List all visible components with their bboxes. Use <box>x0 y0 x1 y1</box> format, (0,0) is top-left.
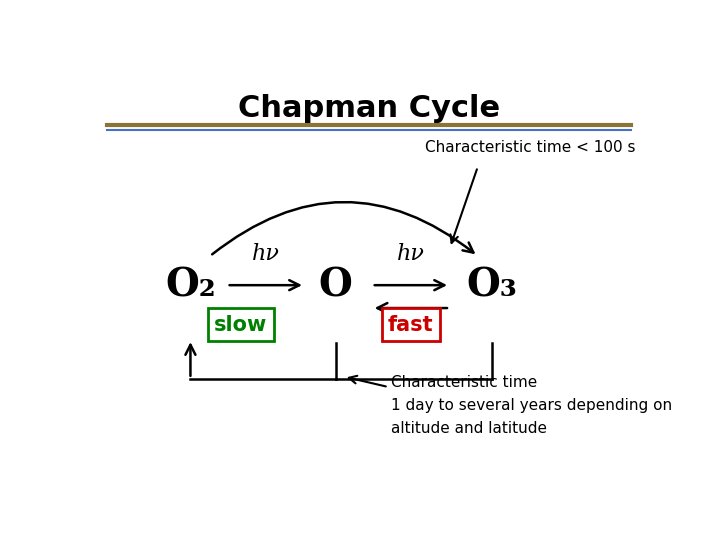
Text: altitude and latitude: altitude and latitude <box>392 421 547 436</box>
Text: slow: slow <box>214 315 267 335</box>
Text: O₃: O₃ <box>467 266 517 304</box>
FancyArrowPatch shape <box>212 202 474 254</box>
Text: 1 day to several years depending on: 1 day to several years depending on <box>392 399 672 413</box>
Text: hν: hν <box>397 243 425 265</box>
Text: Characteristic time < 100 s: Characteristic time < 100 s <box>425 140 635 156</box>
Text: Chapman Cycle: Chapman Cycle <box>238 94 500 123</box>
Text: O: O <box>319 266 352 304</box>
Text: Characteristic time: Characteristic time <box>392 375 538 390</box>
Text: hν: hν <box>252 243 279 265</box>
Text: fast: fast <box>388 315 433 335</box>
Text: O₂: O₂ <box>165 266 216 304</box>
